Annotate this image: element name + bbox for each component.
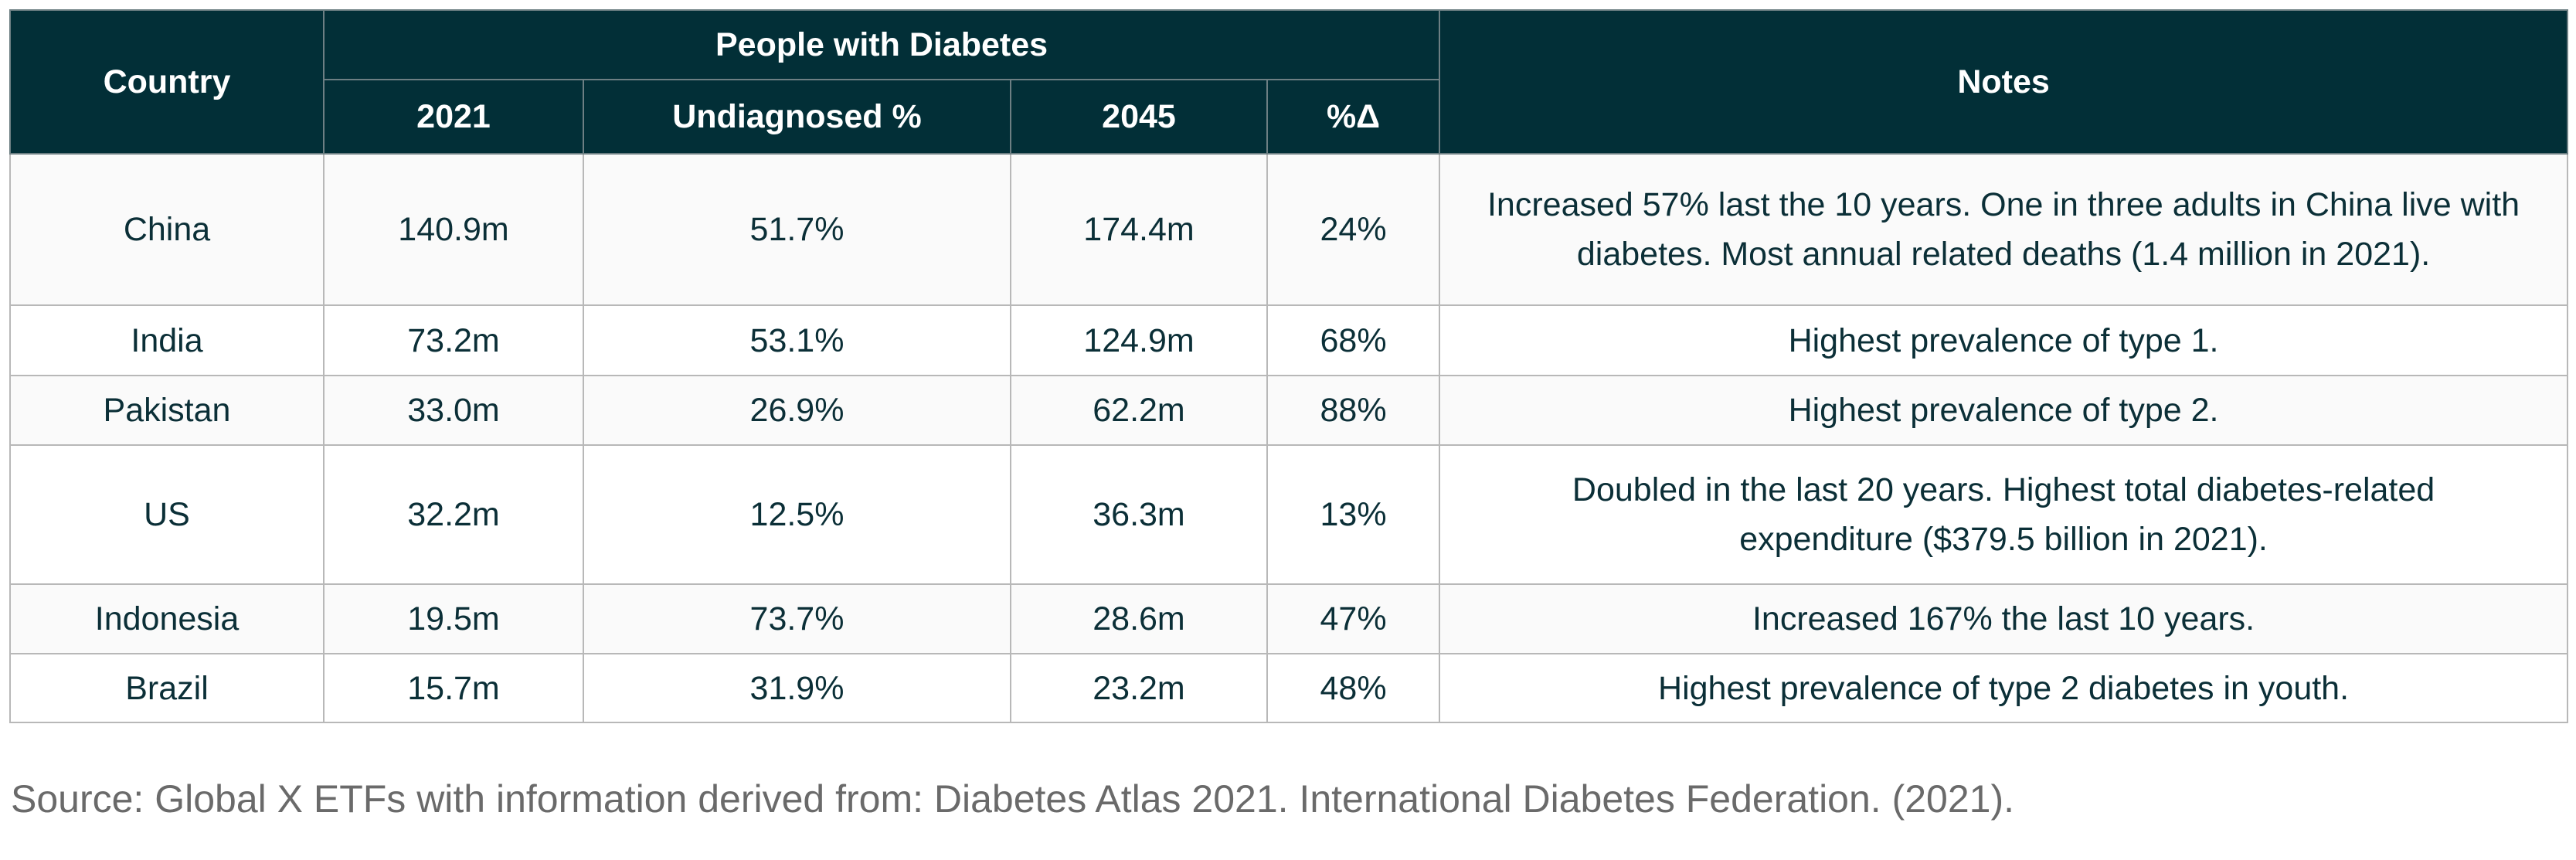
header-people-with-diabetes: People with Diabetes xyxy=(322,9,1441,80)
diabetes-table: Country People with Diabetes Notes 2021 … xyxy=(9,9,2569,723)
cell-change: 24% xyxy=(1266,153,1441,306)
header-notes: Notes xyxy=(1439,9,2569,155)
cell-y2021: 73.2m xyxy=(323,304,584,376)
header-change: %Δ xyxy=(1266,79,1441,155)
cell-undiagnosed: 12.5% xyxy=(583,444,1011,585)
cell-notes: Increased 57% last the 10 years. One in … xyxy=(1439,153,2569,306)
cell-y2045: 28.6m xyxy=(1010,583,1268,654)
cell-y2045: 174.4m xyxy=(1010,153,1268,306)
cell-change: 48% xyxy=(1266,653,1441,723)
cell-country: Brazil xyxy=(9,653,325,723)
table-row: Indonesia 19.5m 73.7% 28.6m 47% Increased 167… xyxy=(9,583,2569,654)
header-2045: 2045 xyxy=(1010,79,1268,155)
cell-change: 13% xyxy=(1266,444,1441,585)
header-undiagnosed: Undiagnosed % xyxy=(583,79,1011,155)
cell-y2021: 32.2m xyxy=(323,444,584,585)
cell-undiagnosed: 51.7% xyxy=(583,153,1011,306)
cell-y2045: 23.2m xyxy=(1010,653,1268,723)
cell-y2021: 33.0m xyxy=(323,375,584,446)
cell-y2045: 36.3m xyxy=(1010,444,1268,585)
source-note: Source: Global X ETFs with information d… xyxy=(11,777,2014,821)
header-country: Country xyxy=(9,9,325,155)
cell-country: China xyxy=(9,153,325,306)
cell-country: India xyxy=(9,304,325,376)
cell-y2021: 19.5m xyxy=(323,583,584,654)
cell-country: Pakistan xyxy=(9,375,325,446)
table-row: Brazil 15.7m 31.9% 23.2m 48% Highest prevalen… xyxy=(9,653,2569,723)
cell-undiagnosed: 73.7% xyxy=(583,583,1011,654)
cell-y2045: 124.9m xyxy=(1010,304,1268,376)
cell-change: 47% xyxy=(1266,583,1441,654)
cell-y2021: 15.7m xyxy=(323,653,584,723)
cell-undiagnosed: 53.1% xyxy=(583,304,1011,376)
cell-notes: Highest prevalence of type 2. xyxy=(1439,375,2569,446)
header-2021: 2021 xyxy=(323,79,584,155)
cell-country: US xyxy=(9,444,325,585)
cell-y2045: 62.2m xyxy=(1010,375,1268,446)
cell-undiagnosed: 26.9% xyxy=(583,375,1011,446)
cell-change: 68% xyxy=(1266,304,1441,376)
table-row: US 32.2m 12.5% 36.3m 13% Doubled in the last … xyxy=(9,444,2569,585)
cell-country: Indonesia xyxy=(9,583,325,654)
cell-y2021: 140.9m xyxy=(323,153,584,306)
cell-undiagnosed: 31.9% xyxy=(583,653,1011,723)
cell-notes: Doubled in the last 20 years. Highest to… xyxy=(1439,444,2569,585)
table-row: India 73.2m 53.1% 124.9m 68% Highest prevalen… xyxy=(9,304,2569,376)
table-row: Pakistan 33.0m 26.9% 62.2m 88% Highest preval… xyxy=(9,375,2569,446)
cell-change: 88% xyxy=(1266,375,1441,446)
cell-notes: Increased 167% the last 10 years. xyxy=(1439,583,2569,654)
cell-notes: Highest prevalence of type 2 diabetes in… xyxy=(1439,653,2569,723)
table-row: China 140.9m 51.7% 174.4m 24% Increased 57% l… xyxy=(9,153,2569,306)
cell-notes: Highest prevalence of type 1. xyxy=(1439,304,2569,376)
